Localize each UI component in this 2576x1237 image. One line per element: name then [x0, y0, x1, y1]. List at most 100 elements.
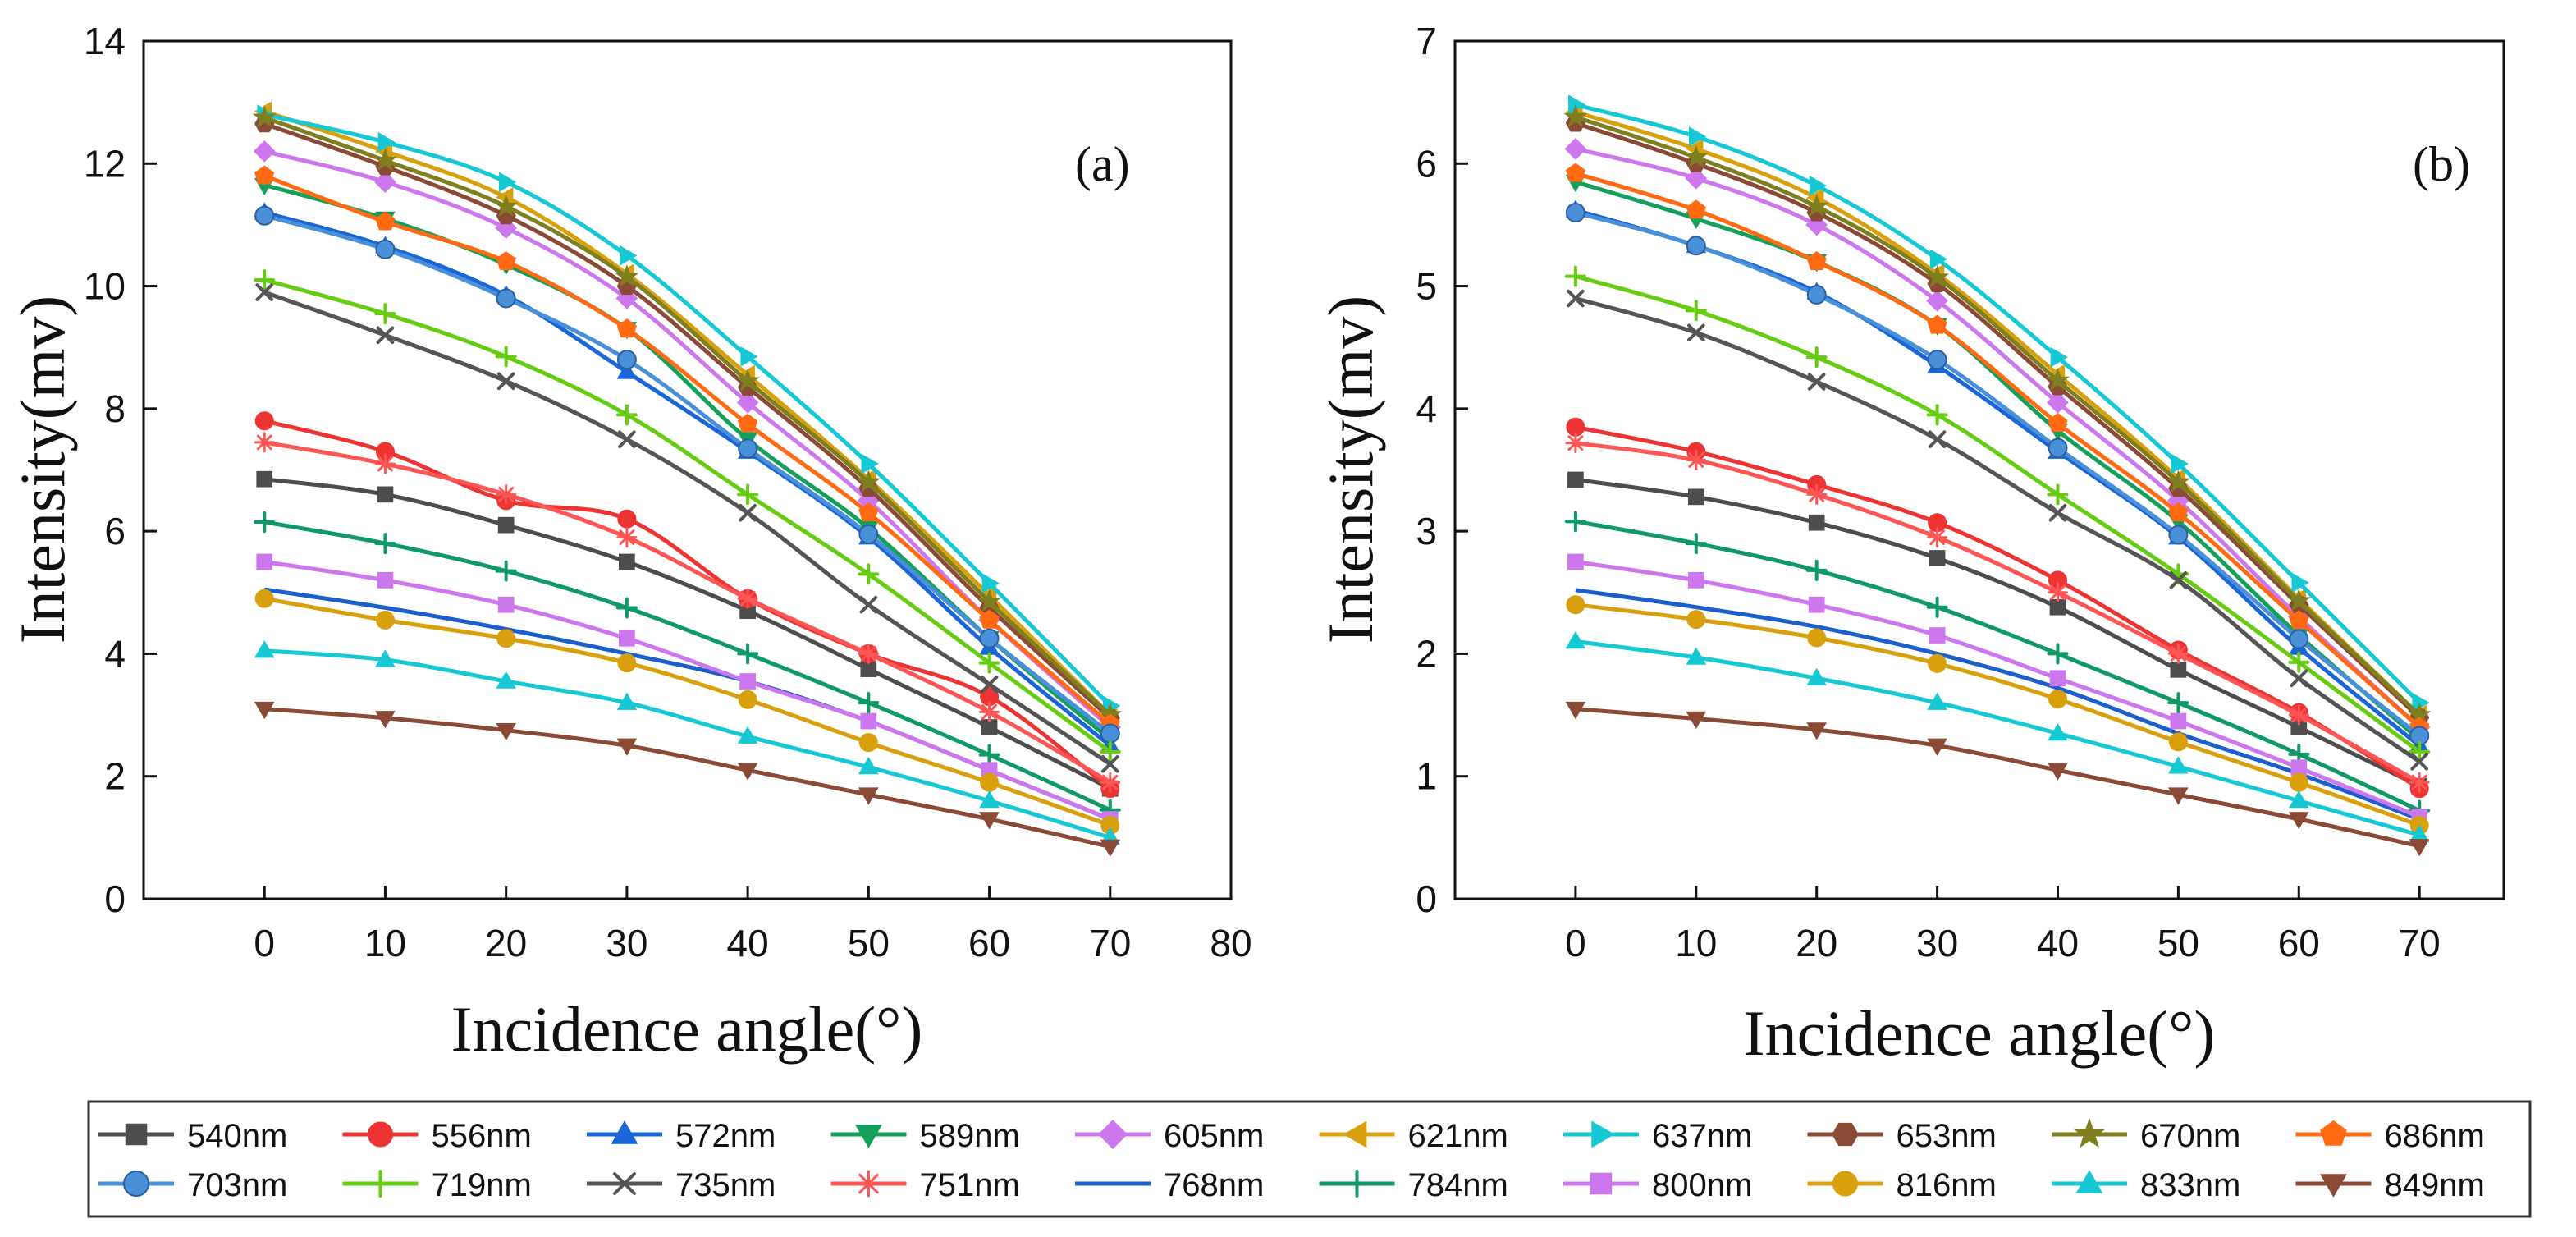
- data-point-751nm-a: [496, 483, 517, 505]
- data-point-540nm-a: [619, 553, 635, 570]
- data-point-751nm-b: [1565, 433, 1586, 454]
- series-group-a: [252, 101, 1123, 858]
- data-point-637nm-b: [1689, 126, 1707, 147]
- data-point-686nm-b: [2168, 502, 2189, 521]
- legend-label-784nm: 784nm: [1408, 1167, 1508, 1203]
- data-point-686nm-b: [1565, 163, 1585, 182]
- data-point-540nm-b: [1687, 488, 1704, 506]
- data-point-849nm-a: [737, 763, 758, 781]
- x-tick-label: 40: [727, 922, 769, 964]
- data-point-849nm-a: [858, 787, 879, 805]
- data-point-686nm-a: [858, 502, 879, 521]
- data-point-751nm-a: [616, 527, 638, 548]
- y-tick-label: 10: [84, 265, 126, 308]
- data-point-800nm-a: [739, 673, 756, 690]
- data-point-751nm-b: [2409, 772, 2430, 793]
- data-point-816nm-a: [980, 772, 1000, 792]
- data-point-670nm-b: [1925, 264, 1950, 288]
- data-point-849nm-a: [616, 738, 638, 756]
- data-point-751nm-b: [2167, 643, 2189, 664]
- y-tick-label: 5: [1416, 265, 1437, 308]
- data-point-816nm-a: [375, 610, 395, 630]
- data-point-833nm-a: [979, 790, 1000, 809]
- legend-label-637nm: 637nm: [1652, 1118, 1752, 1154]
- data-point-637nm-b: [1809, 175, 1828, 196]
- data-point-784nm-a: [737, 643, 759, 665]
- data-point-816nm-a: [617, 653, 637, 673]
- data-point-719nm-a: [254, 269, 276, 291]
- data-point-605nm-b: [1564, 137, 1587, 160]
- data-point-751nm-b: [1927, 527, 1948, 548]
- data-point-833nm-b: [2168, 756, 2189, 774]
- data-point-670nm-b: [1563, 104, 1588, 127]
- x-tick-label: 60: [968, 922, 1010, 964]
- data-point-637nm-a: [740, 346, 758, 367]
- y-tick-label: 4: [104, 632, 126, 675]
- data-point-735nm-b: [1567, 289, 1585, 308]
- data-point-703nm-b: [2289, 629, 2309, 649]
- data-point-751nm-a: [737, 588, 758, 609]
- axis-ticks-b: 0 10 20 30 40 50 60 70 0 1 2 3 4 5 6 7: [1416, 20, 2440, 964]
- series-line-751nm-b: [1575, 441, 2421, 785]
- data-point-605nm-b: [1685, 167, 1708, 190]
- data-point-686nm-b: [2289, 610, 2309, 630]
- legend-label-653nm: 653nm: [1897, 1118, 1997, 1154]
- data-point-703nm-b: [1927, 350, 1947, 370]
- data-point-637nm-a: [498, 172, 517, 192]
- legend-label-686nm: 686nm: [2385, 1118, 2485, 1154]
- data-point-800nm-a: [256, 553, 273, 570]
- data-point-686nm-b: [1806, 250, 1827, 270]
- data-point-735nm-a: [618, 430, 636, 448]
- data-point-719nm-a: [615, 404, 638, 426]
- data-point-800nm-b: [1808, 596, 1825, 613]
- data-point-540nm-b: [1929, 550, 1946, 566]
- data-point-719nm-a: [1099, 740, 1121, 763]
- data-point-556nm-a: [617, 509, 637, 529]
- data-point-670nm-a: [735, 368, 760, 392]
- data-point-751nm-a: [1100, 772, 1121, 793]
- legend-frame: [87, 1100, 2532, 1218]
- data-point-703nm-a: [254, 205, 275, 226]
- series-line-751nm-a: [263, 440, 1112, 785]
- legend-marker-670nm: [2073, 1117, 2106, 1148]
- series-line-833nm-a: [264, 648, 1111, 840]
- data-point-833nm-b: [1806, 667, 1827, 685]
- y-tick-label: 8: [104, 387, 126, 430]
- data-point-784nm-a: [254, 511, 276, 533]
- data-point-540nm-a: [497, 516, 515, 534]
- data-point-751nm-a: [374, 453, 396, 474]
- legend-marker-686nm: [2320, 1120, 2347, 1146]
- data-point-849nm-a: [254, 701, 275, 720]
- data-point-719nm-a: [737, 483, 759, 506]
- legend-marker-637nm: [1591, 1120, 1615, 1148]
- data-point-686nm-a: [979, 609, 1000, 629]
- legend-marker-589nm: [855, 1125, 882, 1148]
- legend-label-719nm: 719nm: [432, 1167, 532, 1203]
- series-line-703nm-b: [1575, 210, 2421, 738]
- data-point-735nm-b: [1686, 323, 1705, 342]
- data-point-637nm-b: [2171, 453, 2189, 474]
- data-point-849nm-b: [2409, 839, 2430, 857]
- data-point-703nm-a: [375, 239, 396, 259]
- data-point-637nm-b: [1929, 249, 1948, 270]
- legend-marker-849nm: [2320, 1174, 2347, 1198]
- legend-label-589nm: 589nm: [920, 1118, 1020, 1154]
- data-point-751nm-b: [1806, 483, 1828, 505]
- data-point-833nm-a: [375, 649, 396, 667]
- data-point-784nm-b: [1805, 559, 1828, 581]
- data-point-735nm-a: [859, 595, 878, 614]
- series-line-540nm-b: [1575, 477, 2421, 788]
- x-tick-label: 20: [1796, 922, 1837, 964]
- legend: 540nm 556nm 572nm 589nm 605nm 621nm 637nm 653nm…: [87, 1100, 2532, 1218]
- data-point-800nm-a: [860, 712, 877, 730]
- data-point-670nm-a: [494, 194, 519, 217]
- data-point-833nm-a: [254, 640, 275, 658]
- data-point-800nm-b: [1567, 553, 1584, 570]
- data-point-540nm-a: [377, 486, 394, 503]
- data-point-719nm-b: [1805, 346, 1828, 369]
- data-point-816nm-b: [1686, 610, 1706, 630]
- data-point-686nm-b: [1686, 199, 1706, 219]
- data-point-540nm-b: [1567, 471, 1584, 488]
- data-point-849nm-a: [1100, 839, 1121, 858]
